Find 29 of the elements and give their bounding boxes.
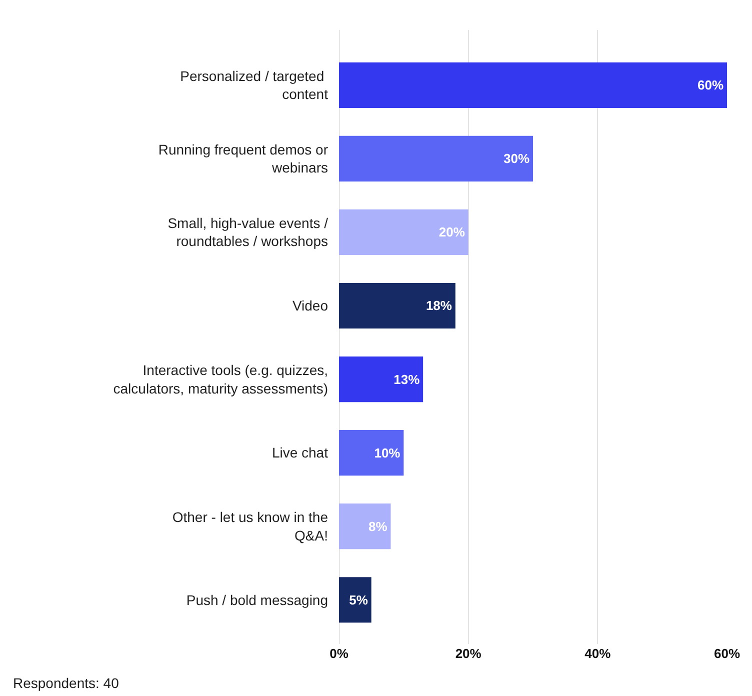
bar — [339, 136, 533, 182]
bar — [339, 577, 372, 623]
text: Respondents: 40 — [13, 675, 120, 691]
bar — [339, 504, 391, 550]
bar — [339, 430, 404, 476]
x-tick-label: 60% — [714, 646, 740, 661]
bar — [339, 62, 727, 108]
y-tick-label: Live chat — [272, 444, 328, 461]
y-tick-label: Video — [292, 298, 328, 314]
data-label: 5% — [349, 592, 368, 608]
x-tick-label: 20% — [455, 646, 482, 661]
data-label: 60% — [698, 78, 724, 93]
data-label: 30% — [504, 151, 530, 166]
bar — [339, 282, 456, 329]
data-label: 20% — [438, 224, 466, 240]
data-label: 18% — [426, 298, 452, 314]
data-label: 10% — [374, 445, 401, 460]
x-tick-label: 40% — [584, 646, 612, 661]
y-tick-label: Small, high-value events / roundtables / workshops — [168, 215, 328, 250]
y-tick-label: Personalized / targeted content — [180, 68, 328, 102]
y-tick-label: Interactive tools (e.g. quizzes, calculators, maturity assessments) — [113, 362, 328, 396]
data-label: 13% — [394, 372, 420, 387]
y-tick-label: Other - let us know in the Q&A! — [172, 509, 328, 544]
y-tick-label: Running frequent demos or webinars — [158, 141, 328, 176]
y-tick-label: Push / bold messaging — [186, 592, 328, 608]
data-label: 8% — [368, 518, 388, 534]
bar — [339, 209, 468, 256]
x-tick-label: 0% — [330, 646, 349, 661]
bar — [339, 356, 424, 402]
